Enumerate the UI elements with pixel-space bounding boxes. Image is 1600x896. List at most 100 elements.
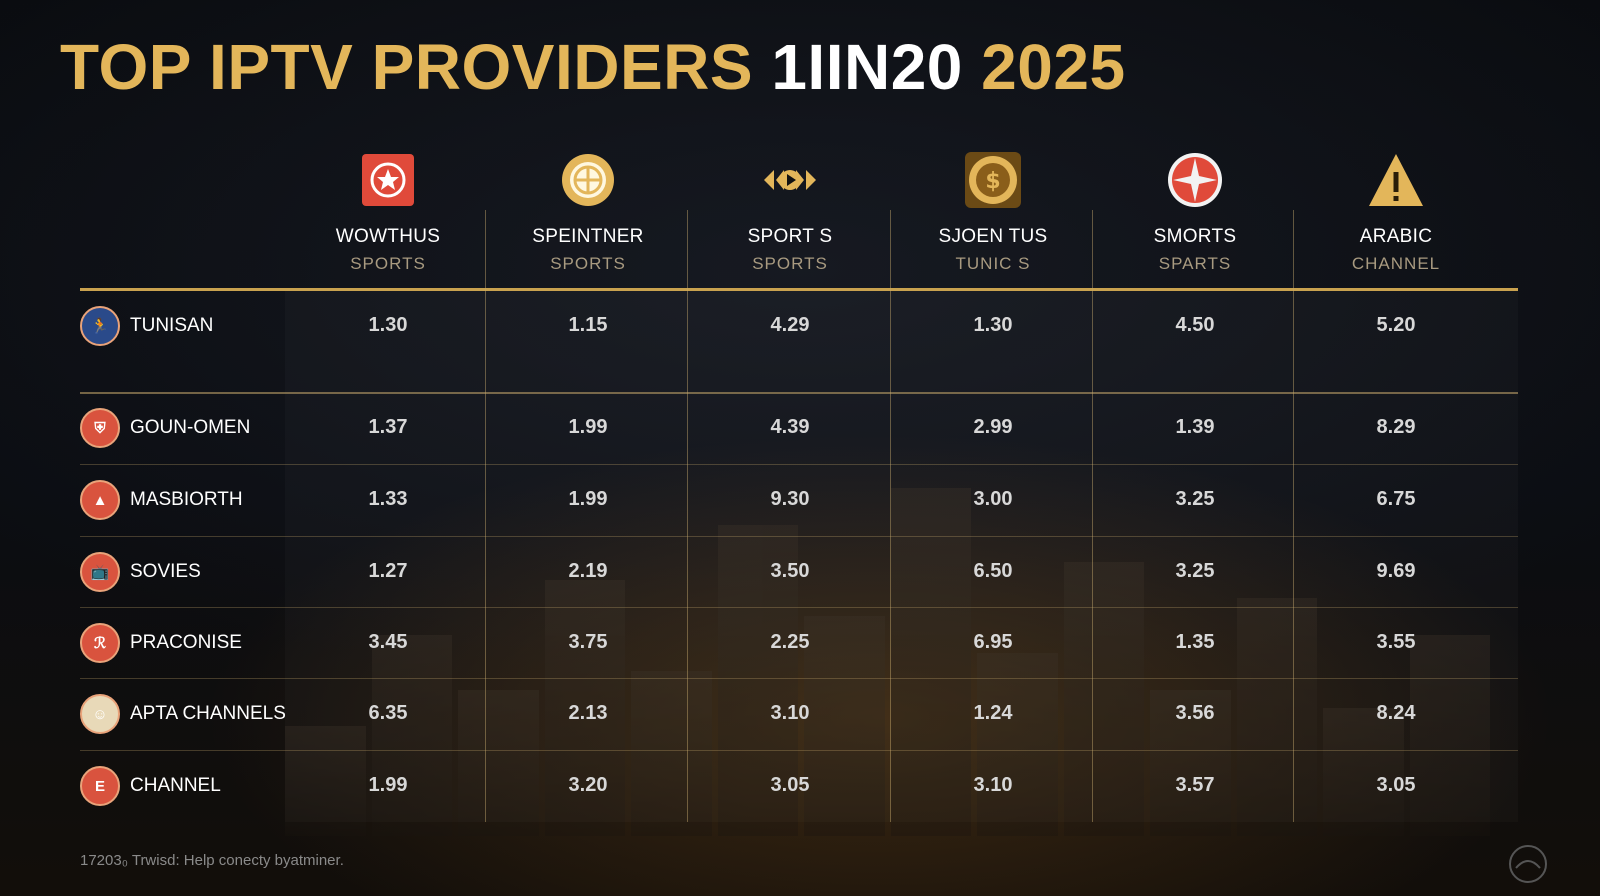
table-cell: 1.33 — [368, 488, 408, 510]
table-cell: 3.75 — [568, 630, 608, 653]
table-cell: 9.69 — [1376, 559, 1416, 582]
compass-star-icon — [1168, 153, 1222, 207]
city-skyline — [285, 470, 1490, 836]
table-cell: 1.27 — [368, 559, 408, 582]
script-logo-icon: ℛ — [80, 622, 120, 663]
column-subtitle: CHANNEL — [1351, 254, 1441, 273]
table-cell: 9.30 — [770, 488, 810, 510]
column-header: ARABIC CHANNEL — [1293, 140, 1499, 290]
table-cell: 2.19 — [568, 559, 608, 582]
table-cell: 4.29 — [770, 314, 810, 336]
table-cell: 4.50 — [1175, 314, 1215, 336]
play-wings-icon — [764, 170, 816, 190]
table-cell: 2.13 — [568, 702, 608, 724]
row-label: ℛ PRACONISE — [80, 622, 290, 663]
column-header: SPEINTNER SPORTS — [485, 140, 691, 290]
tv-icon: 📺 — [80, 551, 120, 592]
table-cell: 3.10 — [973, 774, 1013, 796]
table-cell: 1.99 — [568, 488, 608, 510]
table-cell: 1.99 — [368, 774, 408, 796]
page-title: TOP IPTV PROVIDERS 1IIN20 2025 — [60, 30, 1126, 104]
table-cell: 4.39 — [770, 416, 810, 438]
shield-icon: ⛨ — [80, 408, 120, 448]
column-divider — [687, 210, 688, 822]
table-cell: 6.35 — [368, 702, 408, 724]
column-name: SPORT S — [747, 226, 833, 247]
column-name: SJOEN TUS — [938, 226, 1048, 247]
row-label: 📺 SOVIES — [80, 551, 290, 592]
table-cell: 3.45 — [368, 630, 408, 653]
table-row: 📺 SOVIES 1.27 2.19 3.50 6.50 3.25 9.69 — [80, 536, 1518, 607]
row-label-text: GOUN-OMEN — [130, 417, 251, 438]
table-cell: 3.10 — [770, 702, 810, 724]
row-divider — [80, 678, 1518, 679]
table-cell: 1.30 — [973, 314, 1013, 336]
table-cell: 2.25 — [770, 630, 810, 653]
table-cell: 1.35 — [1175, 630, 1215, 653]
header-divider — [80, 288, 1518, 291]
triangle-logo-icon: ▲ — [80, 480, 120, 520]
table-cell: 3.25 — [1175, 488, 1215, 510]
row-label: E CHANNEL — [80, 766, 290, 806]
title-part1: TOP IPTV PROVIDERS — [60, 31, 754, 103]
providers-table: WOWTHUS SPORTS SPEINTNER SPORTS SPORT S … — [80, 140, 1518, 822]
table-cell: 5.20 — [1376, 314, 1416, 336]
row-divider — [80, 750, 1518, 751]
table-cell: 8.29 — [1376, 416, 1416, 438]
avatar-icon: ☺ — [80, 694, 120, 734]
globe-emblem-icon — [562, 154, 614, 206]
table-cell: 1.37 — [368, 416, 408, 438]
column-name: ARABIC — [1359, 226, 1433, 247]
column-name: SPEINTNER — [532, 226, 644, 247]
column-subtitle: SPORTS — [752, 254, 828, 273]
table-cell: 3.50 — [770, 559, 810, 582]
table-cell: 1.15 — [568, 314, 608, 336]
row-label-text: TUNISAN — [130, 315, 214, 336]
column-header: $ SJOEN TUS TUNIC S — [890, 140, 1096, 290]
row-divider — [80, 464, 1518, 465]
row-label-text: CHANNEL — [130, 775, 221, 796]
channel-logo-icon: E — [80, 766, 120, 806]
runner-icon: 🏃 — [80, 306, 120, 346]
column-name: WOWTHUS — [335, 226, 441, 247]
table-row: ℛ PRACONISE 3.45 3.75 2.25 6.95 1.35 3.55 — [80, 607, 1518, 678]
coin-emblem-icon: $ — [965, 152, 1021, 208]
table-cell: 3.20 — [568, 774, 608, 796]
table-cell: 1.30 — [368, 314, 408, 336]
table-row: ☺ APTA CHANNELS 6.35 2.13 3.10 1.24 3.56 8.24 — [80, 678, 1518, 750]
title-part2: 1IIN20 — [771, 31, 963, 103]
row-divider — [80, 536, 1518, 537]
table-cell: 6.75 — [1376, 488, 1416, 510]
table-cell: 3.05 — [770, 774, 810, 796]
table-cell: 3.25 — [1175, 559, 1215, 582]
table-row: 🏃 TUNISAN 1.30 1.15 4.29 1.30 4.50 5.20 — [80, 290, 1518, 392]
table-cell: 3.57 — [1175, 774, 1215, 796]
title-part3: 2025 — [981, 31, 1126, 103]
table-cell: 8.24 — [1376, 702, 1416, 724]
svg-text:$: $ — [985, 169, 1000, 194]
row-label-text: APTA CHANNELS — [130, 703, 286, 724]
table-row: ▲ MASBIORTH 1.33 1.99 9.30 3.00 3.25 6.75 — [80, 464, 1518, 536]
column-divider — [890, 210, 891, 822]
column-subtitle: SPORTS — [350, 254, 426, 273]
table-cell: 6.95 — [973, 630, 1013, 653]
column-header: WOWTHUS SPORTS — [285, 140, 491, 290]
column-header: SPORT S SPORTS — [687, 140, 893, 290]
table-row: E CHANNEL 1.99 3.20 3.05 3.10 3.57 3.05 — [80, 750, 1518, 822]
table-cell: 2.99 — [973, 416, 1013, 438]
table-cell: 6.50 — [973, 559, 1013, 582]
row-divider — [80, 607, 1518, 608]
column-divider — [485, 210, 486, 822]
table-cell: 1.24 — [973, 702, 1013, 724]
row-label: ▲ MASBIORTH — [80, 480, 290, 520]
column-subtitle: TUNIC S — [955, 254, 1031, 273]
table-cell: 3.55 — [1376, 630, 1416, 653]
column-divider — [1293, 210, 1294, 822]
row-label-text: MASBIORTH — [130, 489, 243, 510]
watermark-logo-icon — [1509, 845, 1547, 883]
table-cell: 3.05 — [1376, 774, 1416, 796]
warning-triangle-icon — [1369, 154, 1423, 206]
row-label-text: PRACONISE — [130, 631, 242, 653]
column-divider — [1092, 210, 1093, 822]
